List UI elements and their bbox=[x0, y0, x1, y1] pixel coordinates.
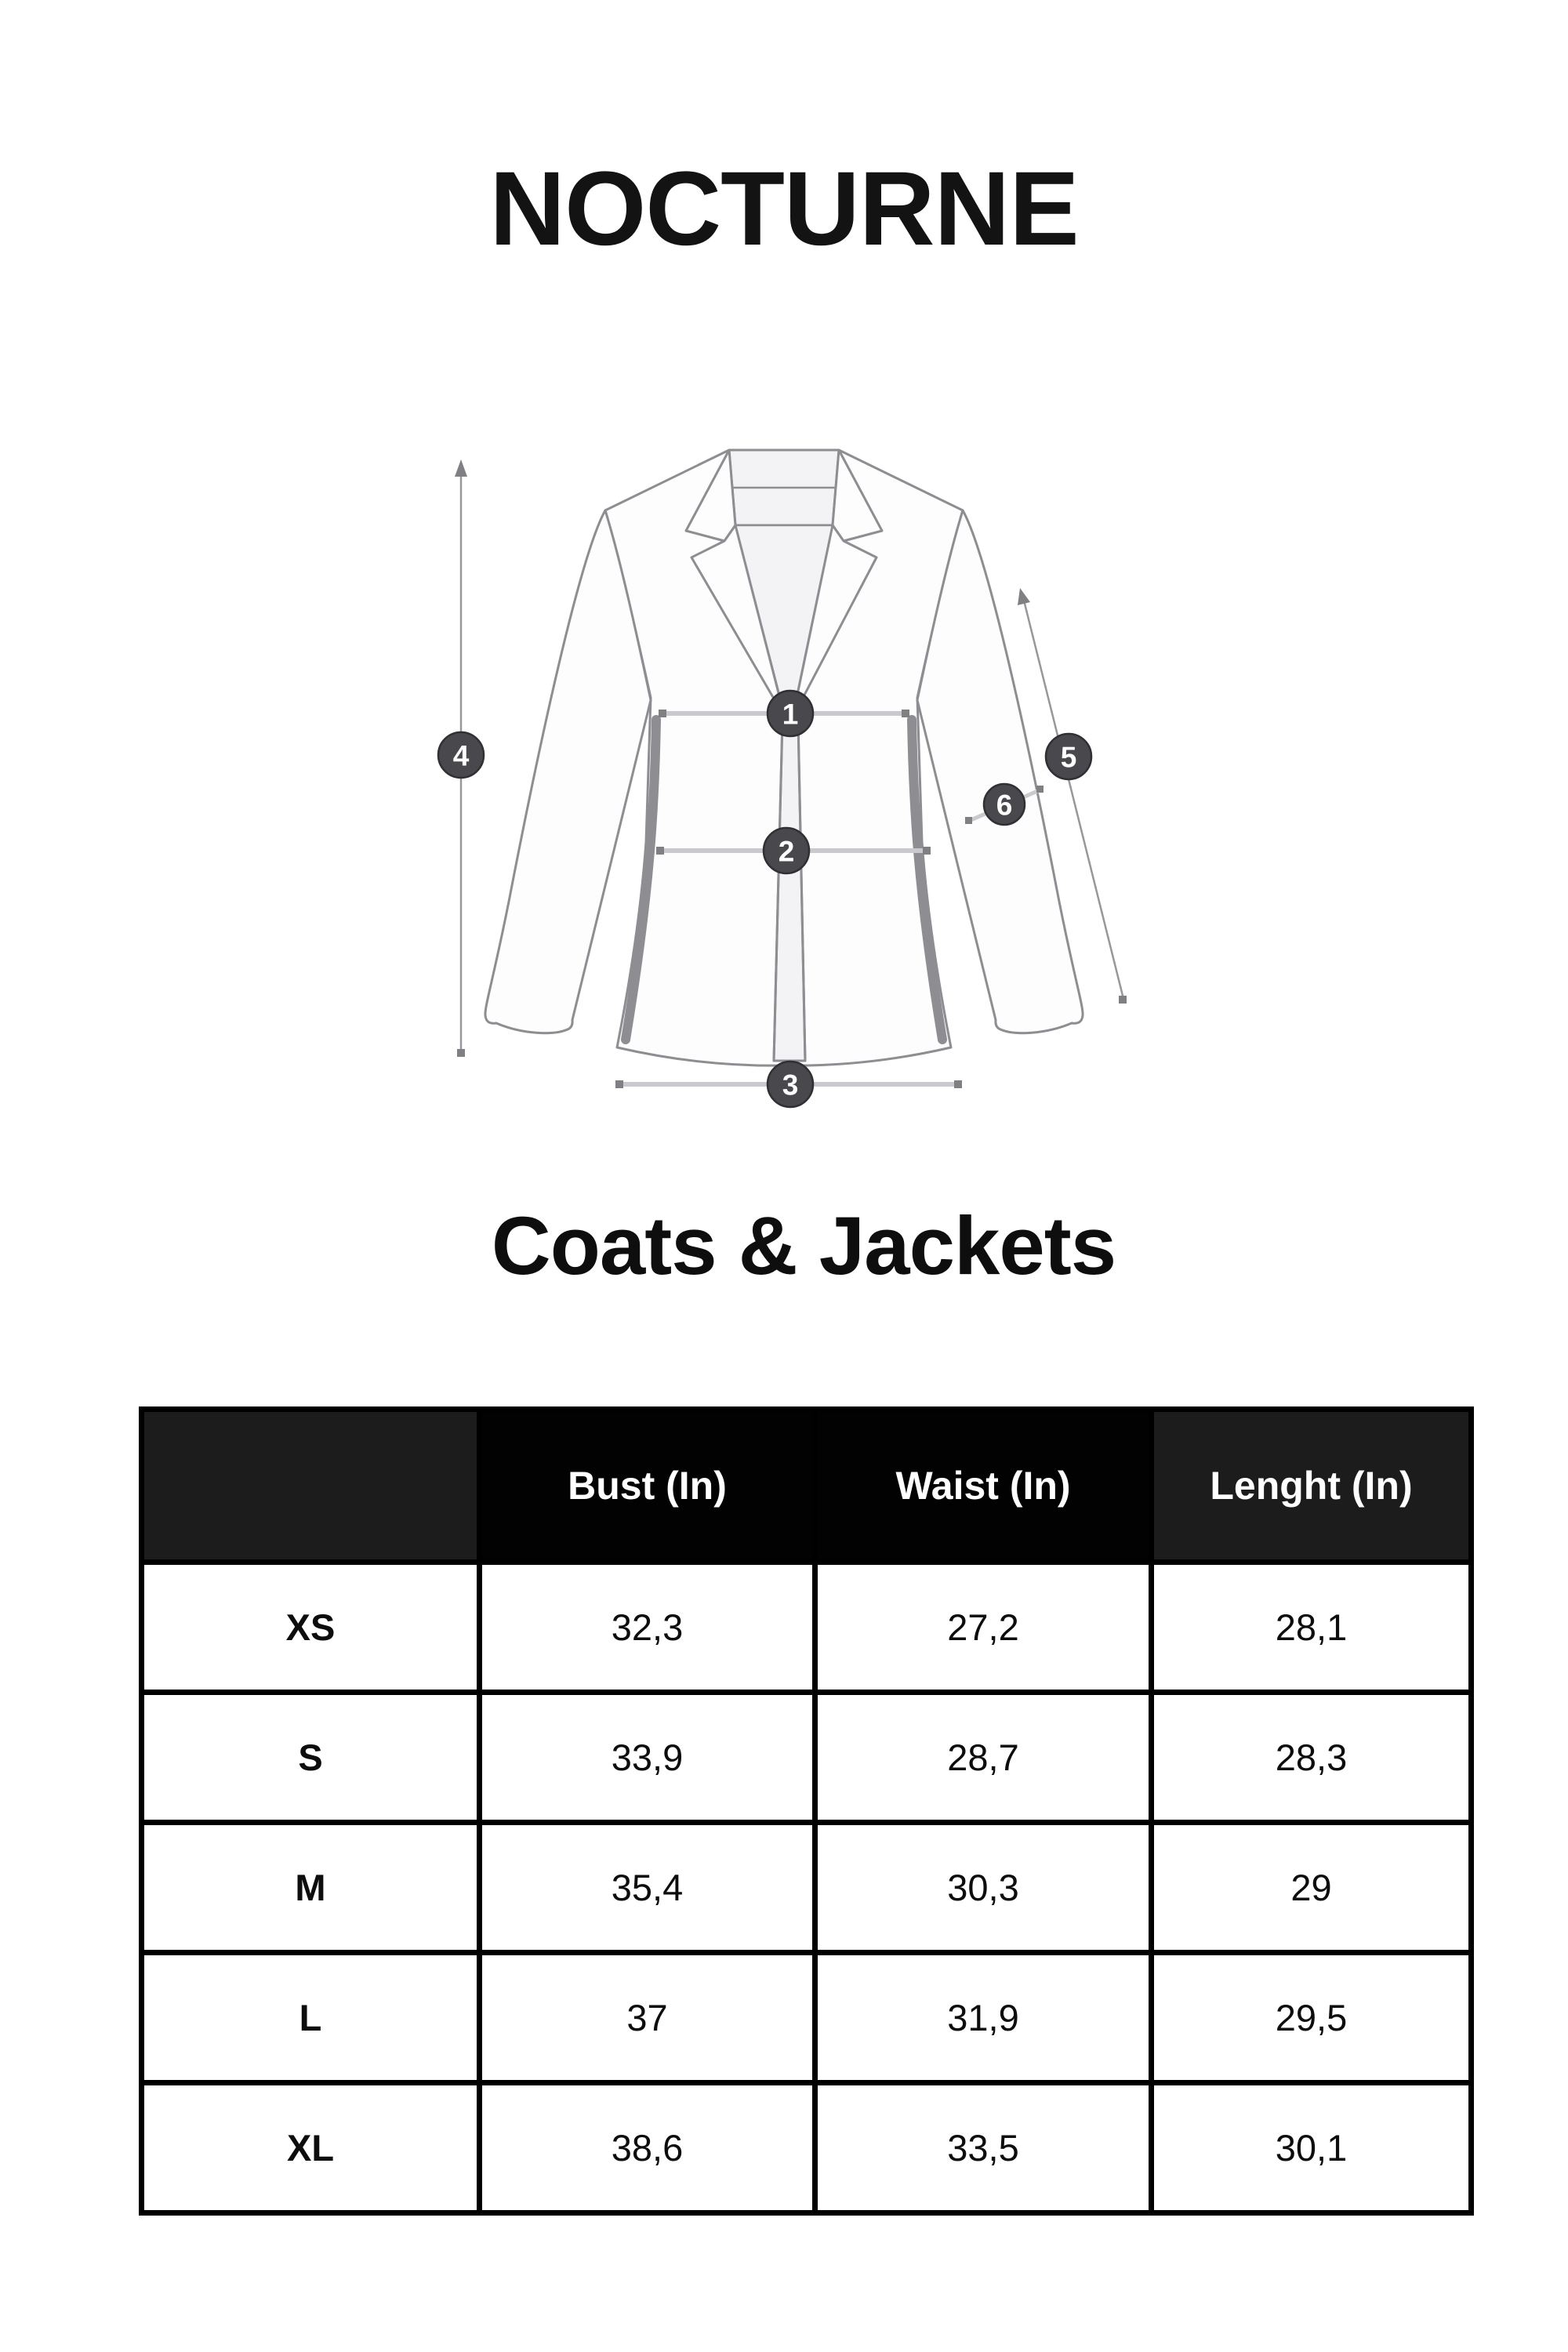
header-cell-waist: Waist (In) bbox=[812, 1406, 1154, 1565]
marker-1: 1 bbox=[766, 689, 815, 738]
table-row-xs: XS 32,3 27,2 28,1 bbox=[139, 1559, 1474, 1695]
table-row-m: M 35,4 30,3 29 bbox=[139, 1820, 1474, 1955]
bust-cell: 33,9 bbox=[477, 1690, 818, 1825]
size-cell: L bbox=[139, 1950, 482, 2085]
waist-cell: 28,7 bbox=[812, 1690, 1154, 1825]
size-cell: M bbox=[139, 1820, 482, 1955]
bust-cell: 35,4 bbox=[477, 1820, 818, 1955]
marker-2: 2 bbox=[762, 826, 811, 875]
jacket-diagram-svg: 1 2 3 4 5 bbox=[437, 448, 1127, 1109]
bust-cell: 37 bbox=[477, 1950, 818, 2085]
waist-cell: 33,5 bbox=[812, 2080, 1154, 2216]
header-cell-size bbox=[139, 1406, 482, 1565]
waist-cell: 30,3 bbox=[812, 1820, 1154, 1955]
bust-cell: 32,3 bbox=[477, 1559, 818, 1695]
measurement-annotations: 1 2 3 4 5 bbox=[437, 459, 1127, 1109]
marker-4-label: 4 bbox=[453, 740, 470, 772]
marker-6: 6 bbox=[982, 782, 1026, 826]
bust-cell: 38,6 bbox=[477, 2080, 818, 2216]
length-cell: 30,1 bbox=[1149, 2080, 1474, 2216]
marker-2-label: 2 bbox=[779, 836, 795, 868]
marker-4: 4 bbox=[437, 731, 485, 779]
size-table-header-row: Bust (In) Waist (In) Lenght (In) bbox=[139, 1406, 1474, 1565]
category-title: Coats & Jackets bbox=[491, 1200, 1116, 1292]
marker-5-label: 5 bbox=[1061, 742, 1077, 774]
length-cell: 28,1 bbox=[1149, 1559, 1474, 1695]
waist-cell: 31,9 bbox=[812, 1950, 1154, 2085]
length-cell: 28,3 bbox=[1149, 1690, 1474, 1825]
brand-logo: NOCTURNE bbox=[489, 151, 1079, 267]
marker-1-label: 1 bbox=[782, 699, 799, 731]
header-cell-length: Lenght (In) bbox=[1149, 1406, 1474, 1565]
header-cell-bust: Bust (In) bbox=[477, 1406, 818, 1565]
marker-5: 5 bbox=[1044, 732, 1093, 781]
length-cell: 29,5 bbox=[1149, 1950, 1474, 2085]
marker-3: 3 bbox=[766, 1060, 815, 1109]
size-table: Bust (In) Waist (In) Lenght (In) XS 32,3… bbox=[139, 1406, 1474, 2216]
size-cell: S bbox=[139, 1690, 482, 1825]
length-cell: 29 bbox=[1149, 1820, 1474, 1955]
size-table-header: Bust (In) Waist (In) Lenght (In) bbox=[139, 1406, 1474, 1565]
jacket-measurement-diagram: 1 2 3 4 5 bbox=[416, 437, 1152, 1147]
size-table-body: XS 32,3 27,2 28,1 S 33,9 28,7 28,3 M 35,… bbox=[139, 1559, 1474, 2216]
jacket-outline bbox=[484, 448, 1084, 1067]
size-cell: XS bbox=[139, 1559, 482, 1695]
table-row-s: S 33,9 28,7 28,3 bbox=[139, 1690, 1474, 1825]
marker-3-label: 3 bbox=[782, 1069, 799, 1102]
waist-cell: 27,2 bbox=[812, 1559, 1154, 1695]
measurement-line-sleeve bbox=[1018, 588, 1127, 1004]
table-row-l: L 37 31,9 29,5 bbox=[139, 1950, 1474, 2085]
size-cell: XL bbox=[139, 2080, 482, 2216]
table-row-xl: XL 38,6 33,5 30,1 bbox=[139, 2080, 1474, 2216]
marker-6-label: 6 bbox=[996, 789, 1013, 822]
